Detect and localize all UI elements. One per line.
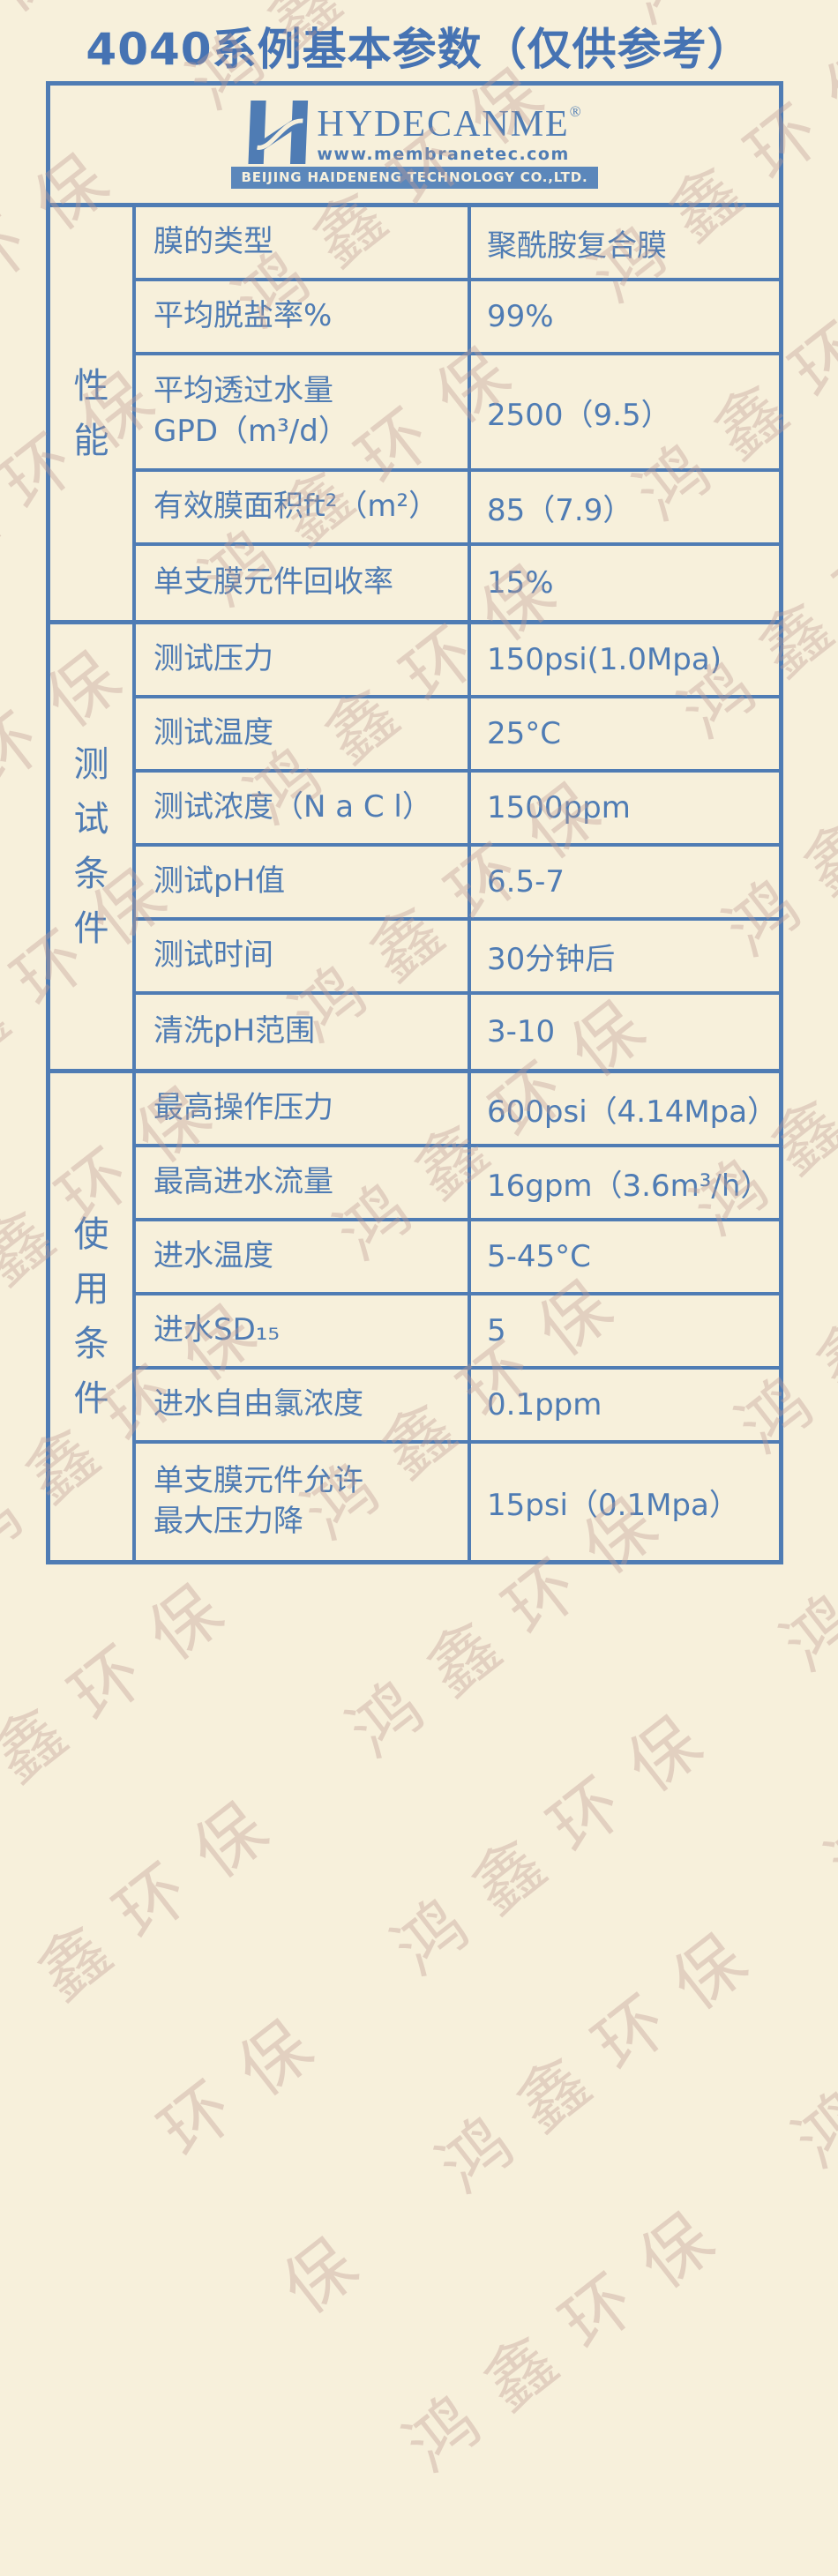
table-row: 有效膜面积ft²（m²） 85（7.9） (136, 472, 779, 546)
value-cell: 85（7.9） (487, 492, 633, 528)
section-label: 测试条件 (50, 624, 136, 1069)
section-rows: 膜的类型 聚酰胺复合膜 平均脱盐率% 99% 平均透过水量 GPD（m³/d） … (136, 207, 779, 620)
param-cell: 单支膜元件允许 最大压力降 (136, 1444, 471, 1560)
value-cell: 600psi（4.14Mpa） (487, 1094, 778, 1130)
value-cell: 2500（9.5） (487, 397, 671, 433)
section-usage-conditions: 使用条件 最高操作压力 600psi（4.14Mpa） 最高进水流量 16gpm… (50, 1073, 779, 1560)
table-row: 测试压力 150psi(1.0Mpa) (136, 624, 779, 698)
table-row: 清洗pH范围 3-10 (136, 995, 779, 1069)
table-row: 膜的类型 聚酰胺复合膜 (136, 207, 779, 281)
value-cell: 99% (487, 299, 554, 334)
table-row: 单支膜元件回收率 15% (136, 546, 779, 620)
param-cell: 最高操作压力 (136, 1073, 471, 1144)
registered-mark: ® (569, 102, 583, 120)
param-cell: 测试压力 (136, 624, 471, 695)
value-cell: 5-45°C (487, 1239, 591, 1274)
param-cell: 最高进水流量 (136, 1147, 471, 1218)
value-cell: 30分钟后 (487, 941, 616, 977)
value-cell: 6.5-7 (487, 864, 565, 900)
param-cell: 测试温度 (136, 698, 471, 769)
table-row: 最高操作压力 600psi（4.14Mpa） (136, 1073, 779, 1147)
spec-table: HYDECANME® www.membranetec.com BEIJING H… (46, 81, 783, 1564)
value-cell: 1500ppm (487, 790, 631, 825)
h-mark-icon (248, 100, 309, 164)
param-cell: 进水自由氯浓度 (136, 1370, 471, 1440)
logo-text: HYDECANME® www.membranetec.com (317, 104, 582, 164)
table-row: 进水自由氯浓度 0.1ppm (136, 1370, 779, 1444)
value-cell: 0.1ppm (487, 1387, 602, 1422)
table-row: 进水SD₁₅ 5 (136, 1295, 779, 1370)
param-cell: 清洗pH范围 (136, 995, 471, 1069)
table-row: 单支膜元件允许 最大压力降 15psi（0.1Mpa） (136, 1444, 779, 1560)
value-cell: 15psi（0.1Mpa） (487, 1487, 739, 1523)
param-cell: 有效膜面积ft²（m²） (136, 472, 471, 542)
logo-cell: HYDECANME® www.membranetec.com BEIJING H… (50, 86, 779, 207)
table-row: 测试温度 25°C (136, 698, 779, 773)
param-cell: 单支膜元件回收率 (136, 546, 471, 620)
table-row: 平均脱盐率% 99% (136, 281, 779, 355)
section-label: 使用条件 (50, 1073, 136, 1560)
value-cell: 150psi(1.0Mpa) (487, 642, 722, 677)
param-cell: 测试时间 (136, 921, 471, 991)
page-title: 4040系例基本参数（仅供参考） (86, 24, 752, 75)
param-cell: 平均透过水量 GPD（m³/d） (136, 355, 471, 468)
value-cell: 聚酰胺复合膜 (487, 228, 667, 264)
param-cell: 测试浓度（N a C l） (136, 773, 471, 843)
section-test-conditions: 测试条件 测试压力 150psi(1.0Mpa) 测试温度 25°C 测试浓度（… (50, 624, 779, 1073)
table-row: 进水温度 5-45°C (136, 1221, 779, 1295)
table-row: 测试pH值 6.5-7 (136, 847, 779, 921)
param-cell: 进水温度 (136, 1221, 471, 1292)
param-cell: 测试pH值 (136, 847, 471, 917)
table-row: 平均透过水量 GPD（m³/d） 2500（9.5） (136, 355, 779, 472)
section-rows: 测试压力 150psi(1.0Mpa) 测试温度 25°C 测试浓度（N a C… (136, 624, 779, 1069)
value-cell: 15% (487, 565, 554, 601)
value-cell: 5 (487, 1313, 506, 1348)
table-row: 测试浓度（N a C l） 1500ppm (136, 773, 779, 847)
brand-website: www.membranetec.com (317, 144, 570, 164)
value-cell: 3-10 (487, 1014, 556, 1049)
section-rows: 最高操作压力 600psi（4.14Mpa） 最高进水流量 16gpm（3.6m… (136, 1073, 779, 1560)
param-cell: 平均脱盐率% (136, 281, 471, 352)
section-performance: 性能 膜的类型 聚酰胺复合膜 平均脱盐率% 99% 平均透过水量 GPD（m³/… (50, 207, 779, 624)
brand-name: HYDECANME® (317, 104, 582, 143)
table-row: 测试时间 30分钟后 (136, 921, 779, 995)
value-cell: 16gpm（3.6m³/h） (487, 1168, 771, 1204)
value-cell: 25°C (487, 716, 562, 751)
table-row: 最高进水流量 16gpm（3.6m³/h） (136, 1147, 779, 1221)
brand-logo: HYDECANME® www.membranetec.com (246, 100, 582, 164)
section-label: 性能 (50, 207, 136, 620)
param-cell: 进水SD₁₅ (136, 1295, 471, 1366)
company-banner: BEIJING HAIDENENG TECHNOLOGY CO.,LTD. (230, 166, 599, 189)
param-cell: 膜的类型 (136, 207, 471, 278)
brand-wordmark: HYDECANME (317, 103, 570, 145)
